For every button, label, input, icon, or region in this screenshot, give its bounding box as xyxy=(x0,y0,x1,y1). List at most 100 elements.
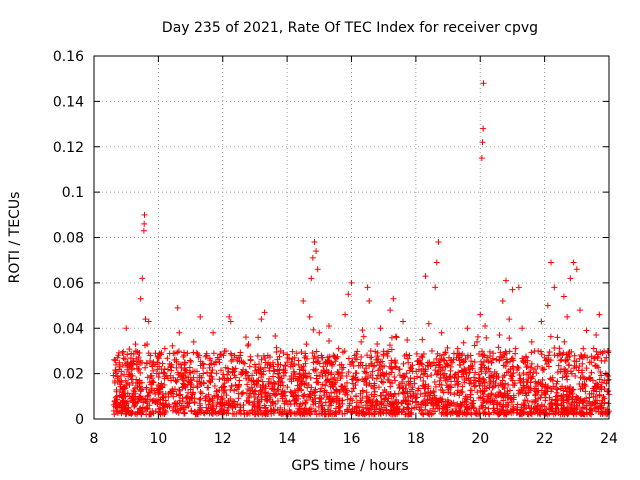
roti-point-dense xyxy=(384,398,391,405)
roti-point-dense xyxy=(571,352,578,359)
roti-point-dense xyxy=(157,351,164,358)
roti-point xyxy=(187,386,194,393)
roti-point-dense xyxy=(217,399,224,406)
roti-point-dense xyxy=(434,370,441,377)
roti-point-dense xyxy=(306,410,313,417)
roti-point-dense xyxy=(531,386,538,393)
roti-point xyxy=(168,388,175,395)
roti-point-dense xyxy=(482,370,489,377)
roti-point-dense xyxy=(512,350,519,357)
roti-point-dense xyxy=(368,383,375,390)
roti-point-dense xyxy=(514,401,521,408)
roti-point xyxy=(567,275,574,282)
roti-point-dense xyxy=(588,411,595,418)
roti-point-dense xyxy=(196,374,203,381)
roti-point xyxy=(482,322,489,329)
roti-point-dense xyxy=(466,405,473,412)
roti-point xyxy=(274,386,281,393)
roti-point-dense xyxy=(557,357,564,364)
roti-point-dense xyxy=(231,387,238,394)
roti-point-dense xyxy=(542,391,549,398)
roti-point-dense xyxy=(127,355,134,362)
roti-point-dense xyxy=(349,380,356,387)
roti-point-dense xyxy=(241,360,248,367)
roti-point xyxy=(293,350,300,357)
roti-point-dense xyxy=(294,377,301,384)
roti-point-dense xyxy=(312,395,319,402)
roti-point-dense xyxy=(438,410,445,417)
roti-point-dense xyxy=(301,381,308,388)
roti-point-dense xyxy=(418,368,425,375)
roti-point-dense xyxy=(518,406,525,413)
roti-point xyxy=(531,366,538,373)
roti-point-dense xyxy=(178,364,185,371)
roti-point-dense xyxy=(447,363,454,370)
roti-point-dense xyxy=(538,348,545,355)
roti-point-dense xyxy=(526,369,533,376)
roti-point-dense xyxy=(377,392,384,399)
roti-point-dense xyxy=(120,348,127,355)
roti-point-dense xyxy=(227,386,234,393)
roti-point-dense xyxy=(395,399,402,406)
roti-point-dense xyxy=(300,372,307,379)
roti-point-dense xyxy=(524,397,531,404)
roti-point-dense xyxy=(545,358,552,365)
roti-point-dense xyxy=(254,352,261,359)
roti-point-dense xyxy=(502,411,509,418)
roti-point xyxy=(255,334,262,341)
roti-point-dense xyxy=(569,390,576,397)
roti-point-dense xyxy=(481,387,488,394)
roti-point-dense xyxy=(542,397,549,404)
roti-point-dense xyxy=(197,404,204,411)
roti-point-dense xyxy=(156,401,163,408)
roti-point xyxy=(586,359,593,366)
roti-point-dense xyxy=(460,339,467,346)
roti-point-dense xyxy=(467,391,474,398)
roti-point-dense xyxy=(386,342,393,349)
roti-point-dense xyxy=(378,400,385,407)
roti-point xyxy=(445,384,452,391)
roti-point-dense xyxy=(387,390,394,397)
roti-point-dense xyxy=(391,374,398,381)
roti-point-dense xyxy=(401,353,408,360)
roti-point-dense xyxy=(176,392,183,399)
roti-point-dense xyxy=(484,393,491,400)
y-tick-label: 0.06 xyxy=(53,276,84,292)
roti-point-dense xyxy=(528,360,535,367)
roti-point-dense xyxy=(327,410,334,417)
roti-point-dense xyxy=(205,384,212,391)
roti-point-dense xyxy=(220,371,227,378)
roti-point-dense xyxy=(282,388,289,395)
roti-point xyxy=(210,329,217,336)
roti-point-dense xyxy=(309,396,316,403)
roti-point-dense xyxy=(251,403,258,410)
roti-point-dense xyxy=(137,369,144,376)
roti-point-dense xyxy=(284,355,291,362)
roti-point-dense xyxy=(253,380,260,387)
roti-point xyxy=(383,350,390,357)
roti-point xyxy=(290,375,297,382)
roti-point-dense xyxy=(593,404,600,411)
roti-point-dense xyxy=(392,377,399,384)
roti-point xyxy=(306,313,313,320)
roti-point-dense xyxy=(576,400,583,407)
roti-point-dense xyxy=(201,410,208,417)
roti-point-dense xyxy=(403,397,410,404)
roti-point-dense xyxy=(202,395,209,402)
roti-point-dense xyxy=(310,401,317,408)
roti-point-dense xyxy=(523,383,530,390)
roti-point-dense xyxy=(477,394,484,401)
roti-point-dense xyxy=(227,396,234,403)
roti-point xyxy=(174,304,181,311)
roti-point-dense xyxy=(432,383,439,390)
roti-point-dense xyxy=(425,385,432,392)
roti-point-dense xyxy=(282,362,289,369)
roti-point-dense xyxy=(375,356,382,363)
roti-point-dense xyxy=(227,350,234,357)
roti-point-dense xyxy=(440,405,447,412)
roti-point xyxy=(409,368,416,375)
grid-lines xyxy=(94,56,609,419)
roti-point-dense xyxy=(262,359,269,366)
roti-point-dense xyxy=(532,383,539,390)
roti-point-dense xyxy=(499,403,506,410)
